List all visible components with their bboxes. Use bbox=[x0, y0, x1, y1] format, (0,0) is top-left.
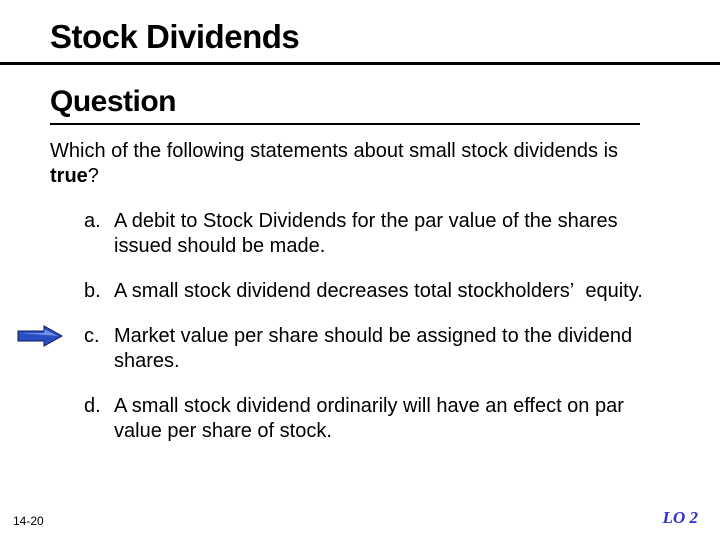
answer-arrow-icon bbox=[16, 325, 64, 347]
arrow-shape bbox=[18, 326, 62, 346]
question-heading: Question bbox=[50, 85, 680, 119]
choice-d: d. A small stock dividend ordinarily wil… bbox=[84, 394, 660, 444]
choice-text: Market value per share should be assigne… bbox=[114, 324, 660, 374]
choice-list: a. A debit to Stock Dividends for the pa… bbox=[50, 209, 680, 444]
choice-text: A debit to Stock Dividends for the par v… bbox=[114, 209, 660, 259]
choice-b: b. A small stock dividend decreases tota… bbox=[84, 279, 660, 304]
choice-a: a. A debit to Stock Dividends for the pa… bbox=[84, 209, 660, 259]
slide-container: Stock Dividends Question Which of the fo… bbox=[0, 0, 720, 540]
prompt-text-post: ? bbox=[88, 165, 99, 187]
learning-objective: LO 2 bbox=[663, 508, 698, 528]
choice-letter: a. bbox=[84, 209, 114, 259]
prompt-text-pre: Which of the following statements about … bbox=[50, 140, 618, 162]
choice-text: A small stock dividend decreases total s… bbox=[114, 279, 660, 304]
slide-number: 14-20 bbox=[13, 514, 44, 528]
question-prompt: Which of the following statements about … bbox=[50, 139, 680, 189]
choice-text: A small stock dividend ordinarily will h… bbox=[114, 394, 660, 444]
choice-letter: c. bbox=[84, 324, 114, 374]
slide-title: Stock Dividends bbox=[50, 18, 680, 56]
choice-c: c. Market value per share should be assi… bbox=[84, 324, 660, 374]
prompt-bold: true bbox=[50, 165, 88, 187]
question-rule bbox=[50, 123, 640, 125]
choice-letter: d. bbox=[84, 394, 114, 444]
choice-letter: b. bbox=[84, 279, 114, 304]
title-rule bbox=[0, 62, 720, 65]
